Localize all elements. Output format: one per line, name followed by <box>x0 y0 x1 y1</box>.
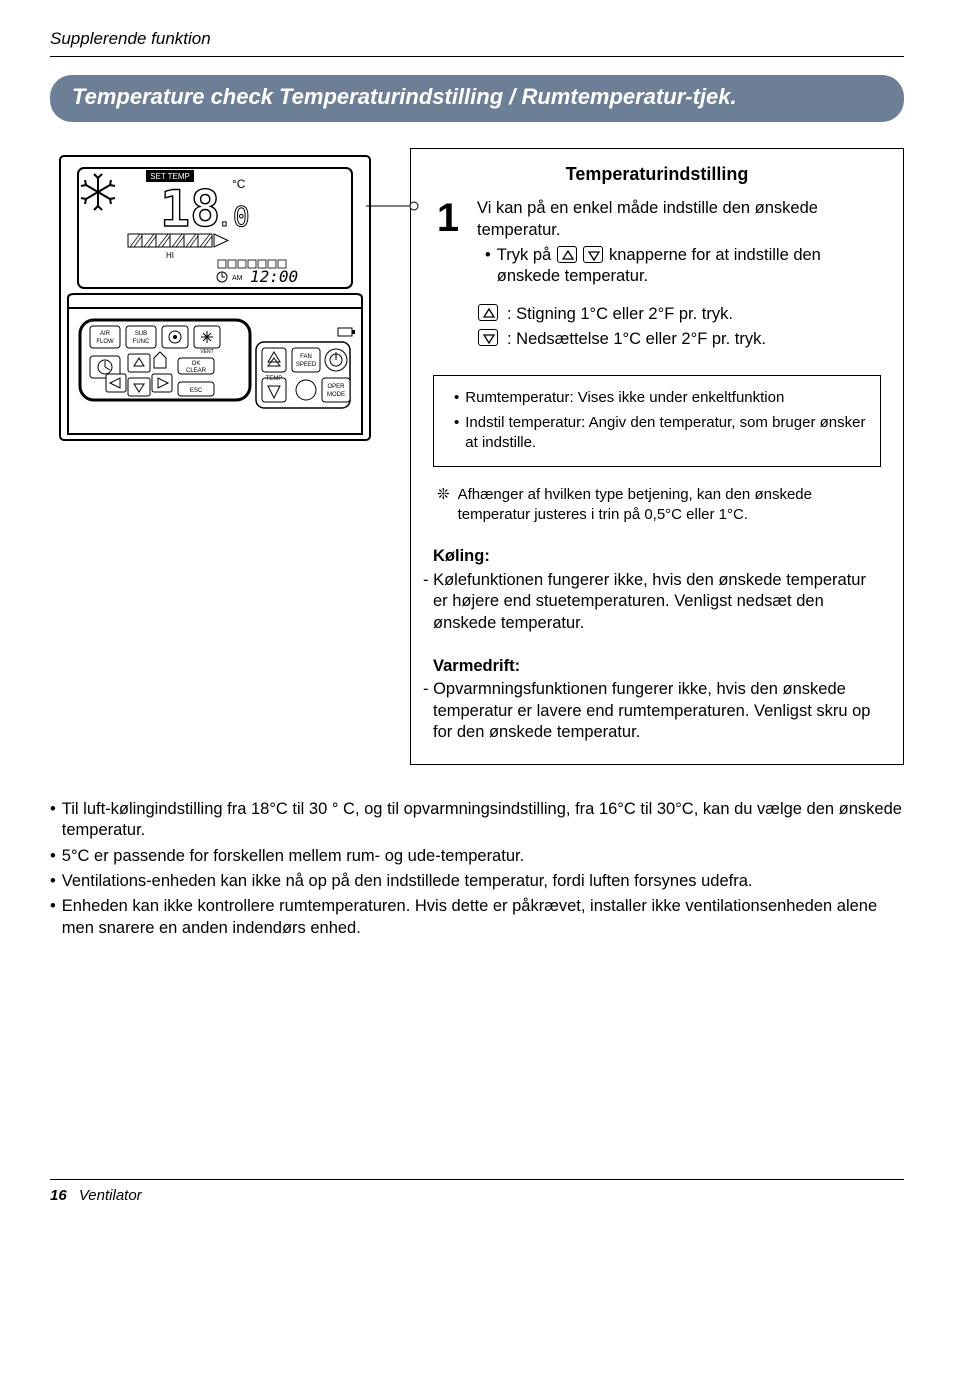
inner-bullet-1: Rumtemperatur: Vises ikke under enkeltfu… <box>465 388 784 408</box>
svg-text:MODE: MODE <box>327 392 345 398</box>
page-number: 16 <box>50 1187 67 1204</box>
bullet-dot: • <box>50 871 56 892</box>
bullet-dot: • <box>50 799 56 842</box>
down-arrow-text: : Nedsættelse 1°C eller 2°F pr. tryk. <box>507 329 766 350</box>
star-icon: ❊ <box>437 485 450 524</box>
inner-note-box: • Rumtemperatur: Vises ikke under enkeltf… <box>433 375 881 468</box>
down-arrow-icon <box>478 329 498 346</box>
svg-text:FAN: FAN <box>300 354 312 360</box>
note-4: Enheden kan ikke kontrollere rumtemperat… <box>62 896 904 939</box>
info-title: Temperaturindstilling <box>433 163 881 186</box>
step-number: 1 <box>433 198 463 288</box>
note-3: Ventilations-enheden kan ikke nå op på d… <box>62 871 904 892</box>
svg-text:°C: °C <box>232 177 246 191</box>
cooling-heading: Køling: <box>433 546 881 567</box>
breadcrumb: Supplerende funktion <box>50 28 904 50</box>
bullet-dot: • <box>50 846 56 867</box>
bottom-notes: •Til luft-kølingindstilling fra 18°C til… <box>50 799 904 940</box>
step-intro: Vi kan på en enkel måde indstille den øn… <box>477 198 881 241</box>
cooling-text: - Kølefunktionen fungerer ikke, hvis den… <box>433 570 881 634</box>
svg-text:CLEAR: CLEAR <box>186 368 207 374</box>
note-1: Til luft-kølingindstilling fra 18°C til … <box>62 799 904 842</box>
bullet-dot: • <box>454 413 459 452</box>
down-arrow-icon <box>583 246 603 263</box>
note-2: 5°C er passende for forskellen mellem ru… <box>62 846 904 867</box>
step-1: 1 Vi kan på en enkel måde indstille den … <box>433 198 881 288</box>
svg-text:FUNC: FUNC <box>133 339 150 345</box>
heating-section: Varmedrift: - Opvarmningsfunktionen fung… <box>433 656 881 744</box>
svg-text:FLOW: FLOW <box>96 339 114 345</box>
svg-text:AM: AM <box>232 275 243 282</box>
svg-text:ESC: ESC <box>190 388 203 394</box>
bullet-dot: • <box>454 388 459 408</box>
svg-text:SUB: SUB <box>135 331 147 337</box>
remote-illustration: SET TEMP 18 .0 °C <box>50 148 410 448</box>
svg-text:OK: OK <box>192 361 201 367</box>
svg-text:HI: HI <box>166 251 174 260</box>
arrow-explanations: : Stigning 1°C eller 2°F pr. tryk. : Ned… <box>433 304 881 351</box>
up-arrow-text: : Stigning 1°C eller 2°F pr. tryk. <box>507 304 733 325</box>
step-sub-text: Tryk på knapperne for at indstille den ø… <box>497 245 881 288</box>
footer-label: Ventilator <box>79 1187 142 1204</box>
svg-text:AIR: AIR <box>100 331 111 337</box>
heating-heading: Varmedrift: <box>433 656 881 677</box>
svg-text:.0: .0 <box>216 200 250 233</box>
svg-text:VENT: VENT <box>200 349 213 355</box>
top-rule <box>50 56 904 57</box>
svg-text:SPEED: SPEED <box>296 362 317 368</box>
heating-text: - Opvarmningsfunktionen fungerer ikke, h… <box>433 679 881 743</box>
title-pill: Temperature check Temperaturindstilling … <box>50 75 904 122</box>
star-note: ❊ Afhænger af hvilken type betjening, ka… <box>433 485 881 524</box>
cooling-section: Køling: - Kølefunktionen fungerer ikke, … <box>433 546 881 634</box>
bullet-dot: • <box>485 245 491 288</box>
page-title: Temperature check Temperaturindstilling … <box>72 84 737 109</box>
up-arrow-icon <box>557 246 577 263</box>
up-arrow-icon <box>478 304 498 321</box>
star-note-text: Afhænger af hvilken type betjening, kan … <box>458 485 881 524</box>
inner-bullet-2: Indstil temperatur: Angiv den temperatur… <box>465 413 866 452</box>
info-box: Temperaturindstilling 1 Vi kan på en enk… <box>410 148 904 765</box>
svg-text:OPER: OPER <box>327 384 345 390</box>
svg-text:TEMP: TEMP <box>266 376 283 382</box>
svg-text:12:00: 12:00 <box>250 267 298 286</box>
svg-text:18: 18 <box>160 180 220 238</box>
footer: 16 Ventilator <box>50 1179 904 1206</box>
bullet-dot: • <box>50 896 56 939</box>
